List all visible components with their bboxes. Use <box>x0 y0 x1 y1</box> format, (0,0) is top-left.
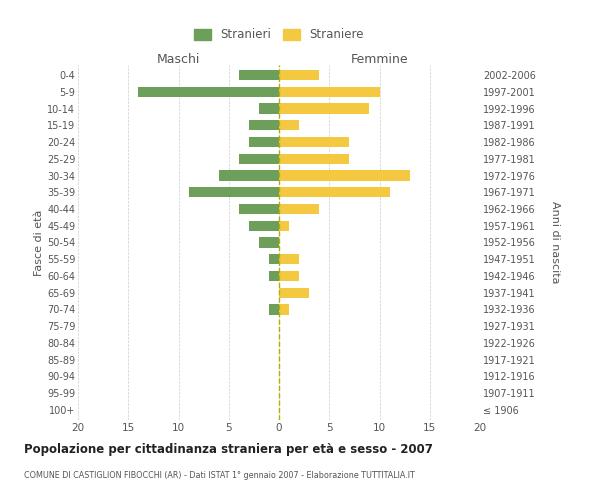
Bar <box>279 120 299 130</box>
Bar <box>249 220 279 231</box>
Bar <box>279 271 299 281</box>
Bar <box>239 154 279 164</box>
Legend: Stranieri, Straniere: Stranieri, Straniere <box>191 25 367 45</box>
Text: COMUNE DI CASTIGLION FIBOCCHI (AR) - Dati ISTAT 1° gennaio 2007 - Elaborazione T: COMUNE DI CASTIGLION FIBOCCHI (AR) - Dat… <box>24 471 415 480</box>
Bar <box>269 304 279 314</box>
Bar <box>239 204 279 214</box>
Bar <box>279 220 289 231</box>
Bar <box>279 254 299 264</box>
Bar <box>279 187 389 198</box>
Text: Femmine: Femmine <box>350 53 409 66</box>
Bar <box>259 238 279 248</box>
Bar <box>249 137 279 147</box>
Bar <box>269 254 279 264</box>
Bar <box>239 70 279 80</box>
Bar <box>218 170 279 180</box>
Bar <box>279 70 319 80</box>
Text: Popolazione per cittadinanza straniera per età e sesso - 2007: Popolazione per cittadinanza straniera p… <box>24 442 433 456</box>
Bar <box>279 204 319 214</box>
Bar <box>279 304 289 314</box>
Bar <box>259 104 279 114</box>
Bar <box>279 154 349 164</box>
Bar <box>188 187 279 198</box>
Text: Maschi: Maschi <box>157 53 200 66</box>
Bar <box>279 104 370 114</box>
Bar <box>279 86 380 97</box>
Y-axis label: Anni di nascita: Anni di nascita <box>550 201 560 284</box>
Bar <box>279 288 309 298</box>
Bar <box>269 271 279 281</box>
Y-axis label: Fasce di età: Fasce di età <box>34 210 44 276</box>
Bar <box>279 170 410 180</box>
Bar <box>279 137 349 147</box>
Bar <box>138 86 279 97</box>
Bar <box>249 120 279 130</box>
